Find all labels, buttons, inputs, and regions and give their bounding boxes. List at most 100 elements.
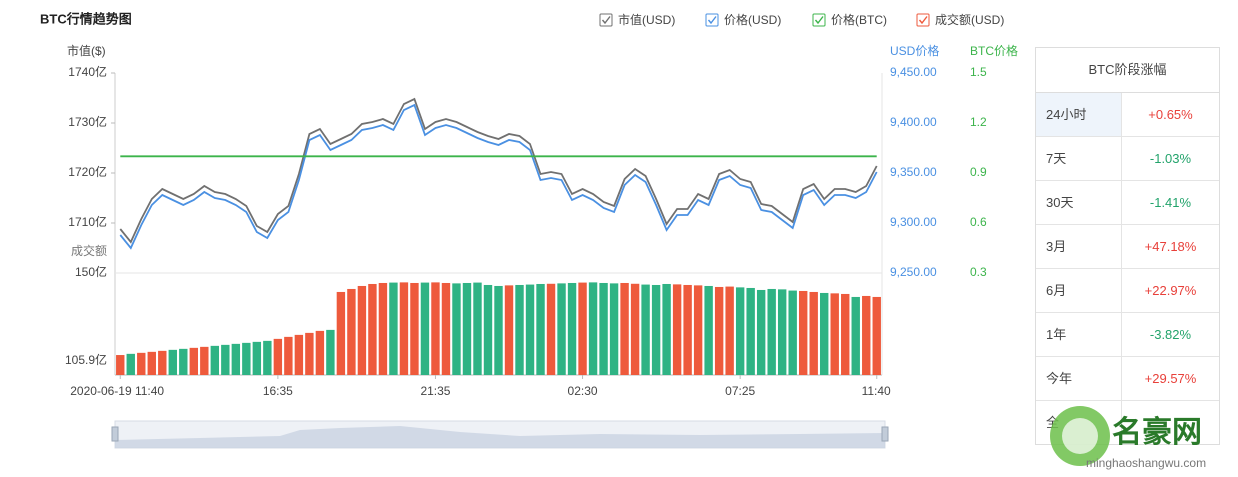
x-tick-label: 02:30 [568, 384, 598, 398]
x-tick-label: 2020-06-19 11:40 [70, 384, 164, 398]
volume-bar [221, 344, 230, 375]
watermark-name: 名豪网 [1112, 415, 1202, 449]
volume-bar [798, 290, 808, 375]
volume-bar [126, 353, 135, 375]
volume-bar [693, 285, 703, 375]
change-table: BTC阶段涨幅 24小时 +0.65% 7天 -1.03% 30天 -1.41% 3月 +47.… [1035, 47, 1220, 445]
period-label: 24小时 [1036, 93, 1122, 136]
volume-bar [305, 332, 314, 375]
volume-bar [399, 282, 409, 375]
legend-label: 成交额(USD) [935, 12, 1004, 27]
y2-tick-label: 9,300.00 [890, 215, 937, 229]
volume-bar [420, 282, 430, 375]
series-line [119, 97, 878, 244]
volume-bar [389, 282, 398, 375]
y-tick-label: 1740亿 [68, 64, 107, 79]
volume-bar [347, 288, 356, 375]
table-row: 1年 -3.82% [1036, 313, 1219, 357]
chart: BTC行情趋势图 市值($) USD价格 BTC价格 成交额 1740亿 1730… [40, 11, 1018, 449]
change-value: +22.97% [1144, 283, 1197, 298]
volume-bar [536, 283, 545, 375]
table-row: 30天 -1.41% [1036, 181, 1219, 225]
volume-bar [504, 285, 514, 375]
volume-bar [326, 329, 335, 375]
volume-bar [294, 334, 304, 375]
volume-bar [200, 346, 209, 375]
volume-bar [557, 283, 566, 375]
volume-bar [431, 282, 440, 375]
volume-bar [210, 345, 220, 375]
volume-bar [242, 342, 251, 375]
volume-bar [809, 291, 818, 375]
volume-bar [756, 289, 766, 375]
watermark: 名豪网 minghaoshangwu.com [1050, 406, 1206, 470]
volume-bar [630, 283, 640, 375]
volume-bar [704, 285, 713, 375]
volume-bar [263, 340, 272, 375]
volume-bar [672, 284, 682, 375]
volume-bar [168, 349, 177, 375]
series-line [119, 103, 878, 250]
volume-bar [714, 286, 724, 375]
volume-bar [862, 295, 871, 375]
y2-tick-label: 9,400.00 [890, 115, 937, 129]
period-label: 1年 [1036, 313, 1122, 356]
legend-item[interactable]: 价格(USD) [705, 12, 781, 27]
navigator[interactable] [111, 420, 889, 449]
volume-bar [683, 284, 692, 375]
volume-bar [599, 282, 608, 375]
volume-bar [588, 282, 598, 375]
legend-label: 价格(BTC) [831, 12, 887, 27]
volume-bar [252, 341, 262, 375]
period-label: 今年 [1036, 357, 1122, 400]
volume-bar [735, 287, 745, 375]
volume-bar [525, 284, 535, 375]
legend-label: 价格(USD) [724, 12, 781, 27]
volume-bar [746, 287, 755, 375]
legend-item[interactable]: 市值(USD) [599, 12, 675, 27]
volume-bar [179, 348, 188, 375]
x-tick-label: 11:40 [862, 384, 891, 398]
y2-tick-label: 9,350.00 [890, 165, 937, 179]
volume-bar [515, 284, 524, 375]
y3-tick-label: 0.3 [970, 265, 987, 279]
legend-check [814, 16, 824, 25]
volume-bar [231, 343, 241, 375]
volume-bar [368, 283, 377, 375]
volume-bar [336, 291, 346, 375]
chart-title: BTC行情趋势图 [40, 11, 132, 26]
volume-bar [315, 330, 325, 375]
legend-checkbox [705, 13, 719, 27]
legend-check [707, 16, 717, 25]
legend-check [918, 16, 928, 25]
period-label: 7天 [1036, 137, 1122, 180]
x-tick-label: 21:35 [420, 384, 450, 398]
volume-bar [872, 296, 881, 375]
legend-item[interactable]: 价格(BTC) [812, 12, 887, 27]
volume-bar [777, 289, 787, 375]
volume-bar [788, 290, 797, 375]
legend-checkbox [916, 13, 930, 27]
y-tick-label: 1730亿 [68, 114, 107, 129]
legend-label: 市值(USD) [618, 12, 675, 27]
y3-tick-label: 0.9 [970, 165, 987, 179]
volume-bar [483, 284, 493, 375]
volume-bar [830, 293, 839, 375]
volume-bar [284, 336, 293, 375]
volume-bar [841, 293, 850, 375]
period-label: 3月 [1036, 225, 1122, 268]
legend-item[interactable]: 成交额(USD) [916, 12, 1004, 27]
table-row: 3月 +47.18% [1036, 225, 1219, 269]
volume-bar [651, 284, 661, 375]
legend-checkbox [599, 13, 613, 27]
y-tick-label: 1710亿 [68, 214, 107, 229]
legend-check [601, 16, 611, 25]
volume-bar [494, 285, 503, 375]
legend-checkbox [812, 13, 826, 27]
volume-bar [378, 282, 388, 375]
y3-tick-label: 0.6 [970, 215, 987, 229]
change-value: +0.65% [1148, 107, 1193, 122]
v-tick-label: 150亿 [75, 264, 107, 279]
volume-bar [641, 284, 650, 375]
